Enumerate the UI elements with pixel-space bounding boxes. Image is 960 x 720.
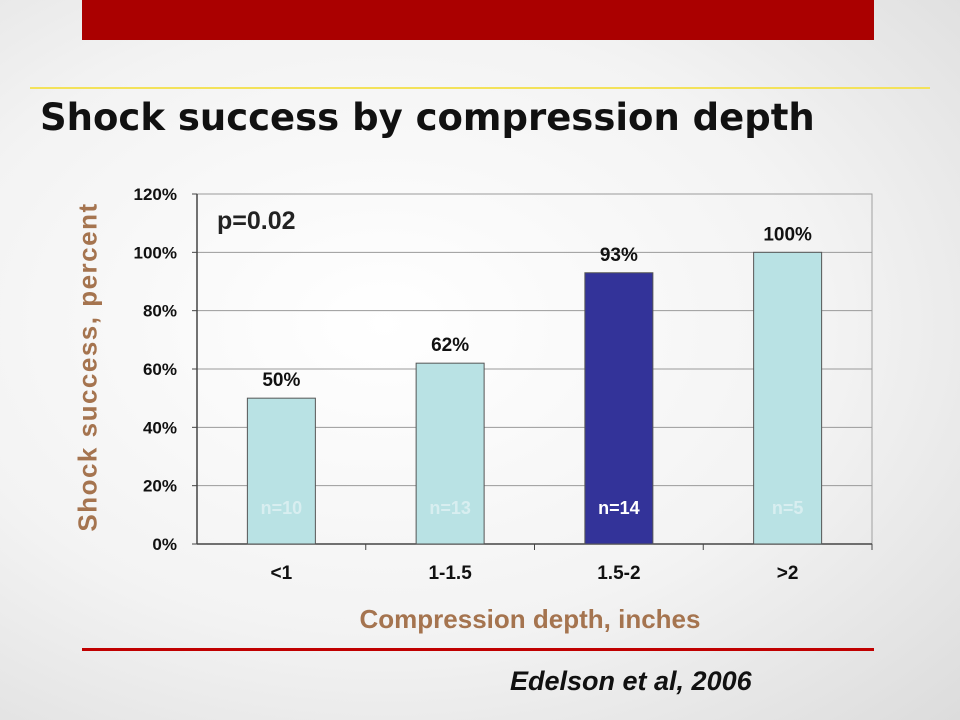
slide-title: Shock success by compression depth — [40, 96, 815, 139]
bar-n-label: n=13 — [429, 498, 471, 518]
x-axis-title: Compression depth, inches — [359, 604, 701, 634]
bar-n-label: n=10 — [261, 498, 303, 518]
bar-value-label: 100% — [763, 224, 812, 245]
bar-value-label: 62% — [431, 335, 469, 356]
y-tick-label: 80% — [143, 302, 177, 321]
y-tick-label: 40% — [143, 418, 177, 437]
bar-4 — [753, 251, 823, 545]
y-axis-title: Shock success, percent — [72, 202, 103, 532]
y-tick-label: 60% — [143, 360, 177, 379]
bar-1 — [246, 397, 316, 545]
bar-value-label: 50% — [262, 370, 300, 391]
x-tick-label: 1.5-2 — [597, 563, 640, 584]
x-tick-label: 1-1.5 — [428, 563, 472, 584]
x-tick-label: <1 — [271, 563, 293, 584]
bar-n-label: n=14 — [598, 498, 640, 518]
title-divider — [30, 87, 930, 89]
y-tick-label: 0% — [152, 535, 177, 554]
bar-n-label: n=5 — [772, 498, 804, 518]
y-tick-label: 100% — [134, 243, 177, 262]
bar-2 — [415, 362, 485, 545]
y-tick-label: 20% — [143, 477, 177, 496]
p-value-annotation: p=0.02 — [217, 207, 296, 235]
bar-value-label: 93% — [600, 245, 638, 266]
footer-divider — [82, 648, 874, 651]
x-tick-label: >2 — [777, 563, 799, 584]
y-tick-label: 120% — [134, 185, 177, 204]
bar-3 — [584, 272, 654, 545]
citation: Edelson et al, 2006 — [510, 666, 752, 696]
top-accent-band — [82, 0, 874, 40]
